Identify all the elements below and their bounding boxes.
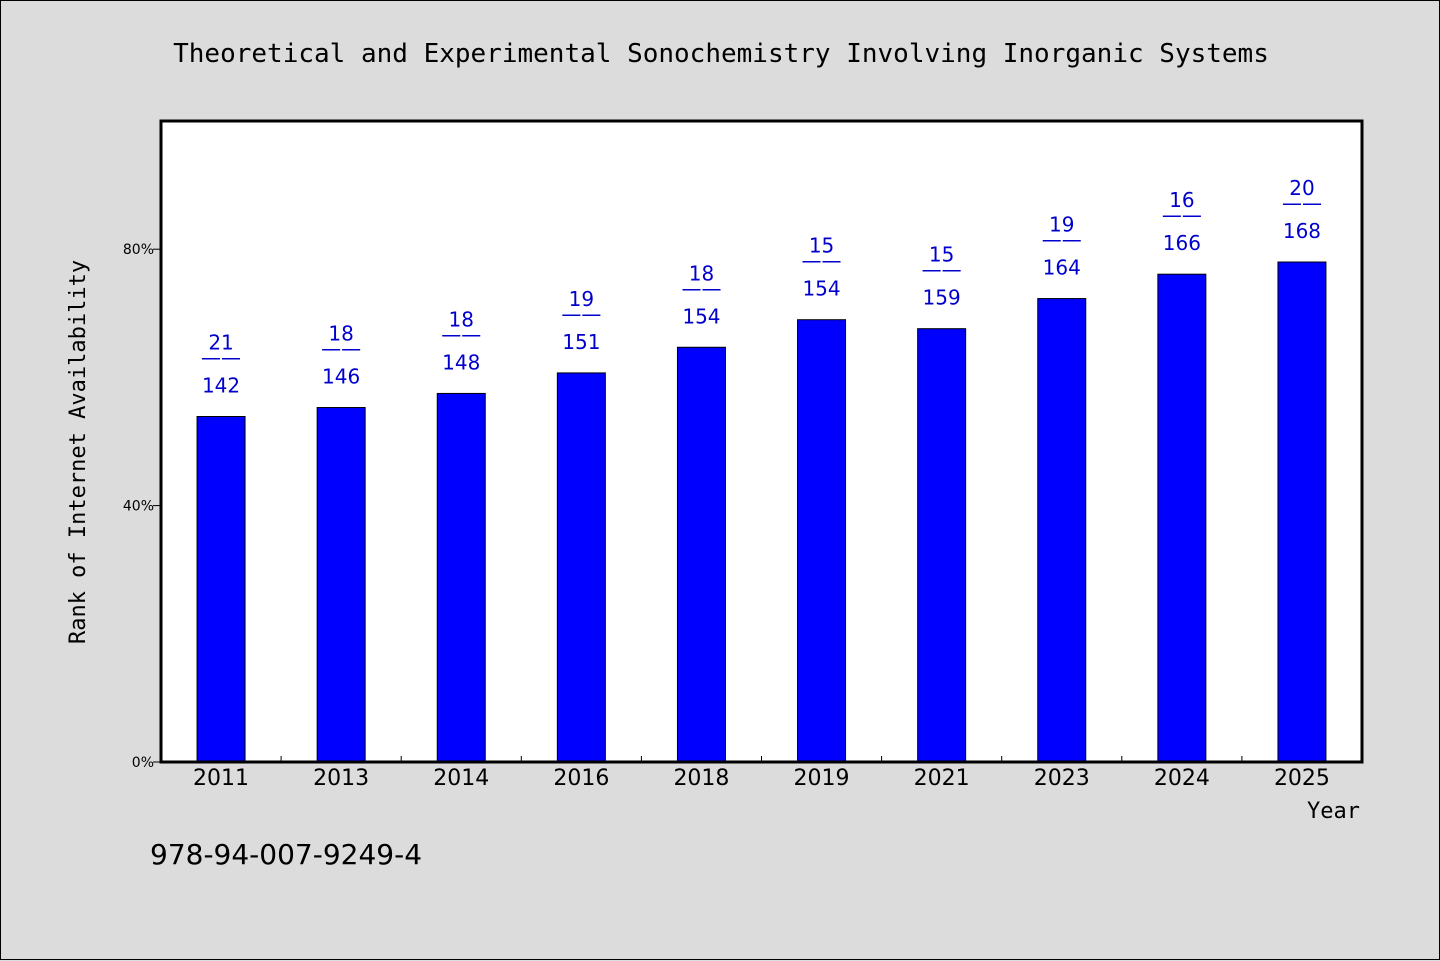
bar-2025 <box>1277 261 1327 763</box>
plot-frame <box>159 119 1364 764</box>
x-tick-label-2018: 2018 <box>673 766 729 791</box>
data-label-bottom-2016: 151 <box>562 330 600 354</box>
bar-2019 <box>797 319 847 763</box>
data-label-bottom-2023: 164 <box>1043 256 1081 280</box>
data-label-top-2018: 18 <box>689 261 714 285</box>
data-label-top-2014: 18 <box>449 307 474 331</box>
data-label-sep-2025: —— <box>1282 191 1322 215</box>
x-tick-label-2013: 2013 <box>313 766 369 791</box>
data-label-top-2016: 19 <box>569 287 594 311</box>
isbn-text: 978-94-007-9249-4 <box>150 838 422 871</box>
bar-2023 <box>1037 298 1087 763</box>
bars-group <box>196 261 1327 763</box>
data-label-sep-2014: —— <box>441 322 481 346</box>
bar-2013 <box>316 407 366 763</box>
bar-2016 <box>556 372 606 763</box>
data-label-top-2024: 16 <box>1169 188 1194 212</box>
bar-2011 <box>196 416 246 763</box>
data-label-sep-2019: —— <box>802 249 842 273</box>
x-tick-label-2021: 2021 <box>914 766 970 791</box>
x-tick-label-2019: 2019 <box>794 766 850 791</box>
y-axis: 0% 40% 80% <box>123 242 161 771</box>
x-tick-label-2016: 2016 <box>553 766 609 791</box>
y-tick-label: 40% <box>123 499 154 515</box>
bar-2024 <box>1157 273 1207 763</box>
data-label-bottom-2011: 142 <box>202 374 240 398</box>
data-label-sep-2024: —— <box>1162 203 1202 227</box>
data-label-top-2011: 21 <box>208 331 233 355</box>
data-label-bottom-2024: 166 <box>1163 231 1201 255</box>
y-axis-label: Rank of Internet Availability <box>66 260 91 644</box>
data-label-bottom-2018: 154 <box>682 304 720 328</box>
x-axis-label: Year <box>1307 799 1360 824</box>
data-label-bottom-2014: 148 <box>442 350 480 374</box>
data-label-sep-2018: —— <box>681 276 721 300</box>
data-label-bottom-2019: 154 <box>802 277 840 301</box>
bar-2014 <box>436 392 486 763</box>
x-axis: 2011 2013 2014 2016 2018 2019 2021 2023 2024 2025 <box>193 756 1330 791</box>
data-label-sep-2021: —— <box>922 258 962 282</box>
data-label-top-2021: 15 <box>929 243 954 267</box>
data-label-top-2013: 18 <box>328 322 353 346</box>
bar-2018 <box>676 346 726 763</box>
data-label-top-2019: 15 <box>809 234 834 258</box>
data-label-bottom-2025: 168 <box>1283 219 1321 243</box>
y-tick-label: 0% <box>132 755 154 771</box>
x-tick-label-2011: 2011 <box>193 766 249 791</box>
data-label-sep-2013: —— <box>321 337 361 361</box>
data-label-bottom-2021: 159 <box>923 286 961 310</box>
x-tick-label-2025: 2025 <box>1274 766 1330 791</box>
data-label-sep-2011: —— <box>201 346 241 370</box>
y-tick-label: 80% <box>123 242 154 258</box>
data-label-sep-2016: —— <box>561 302 601 326</box>
x-tick-label-2014: 2014 <box>433 766 489 791</box>
bar-2021 <box>917 328 967 763</box>
chart-title: Theoretical and Experimental Sonochemist… <box>173 39 1269 69</box>
data-label-bottom-2013: 146 <box>322 365 360 389</box>
data-label-top-2025: 20 <box>1289 176 1314 200</box>
data-label-sep-2023: —— <box>1042 228 1082 252</box>
data-labels-group: 21——14218——14618——14819——15118——15415——1… <box>201 176 1322 397</box>
x-tick-label-2024: 2024 <box>1154 766 1210 791</box>
data-label-top-2023: 19 <box>1049 213 1074 237</box>
x-tick-label-2023: 2023 <box>1034 766 1090 791</box>
